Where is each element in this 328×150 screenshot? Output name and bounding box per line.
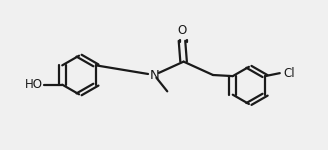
Text: N: N <box>149 69 159 81</box>
Text: O: O <box>177 24 187 37</box>
Text: Cl: Cl <box>283 67 295 80</box>
Text: HO: HO <box>25 78 43 91</box>
